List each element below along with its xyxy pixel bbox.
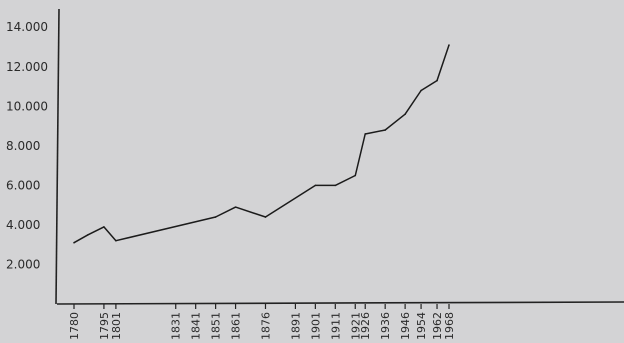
data-point <box>264 216 267 218</box>
y-axis: 2.000 4.000 6.000 8.000 10.000 12.000 14.000 <box>6 8 60 305</box>
x-tick-label: 1891 <box>289 312 302 340</box>
data-point <box>436 79 438 82</box>
y-tick-label: 10.000 <box>6 99 48 113</box>
data-point <box>115 239 117 242</box>
y-tick-label: 14.000 <box>6 20 48 34</box>
data-point <box>384 129 386 131</box>
data-point <box>420 89 422 92</box>
x-tick-label: 1780 <box>68 312 81 340</box>
data-point <box>214 216 217 218</box>
x-tick-label: 1795 <box>98 312 111 340</box>
x-tick-label: 1962 <box>431 312 444 340</box>
x-tick-label: 1954 <box>415 312 428 340</box>
x-tick-label: 1876 <box>259 312 272 340</box>
data-point <box>234 206 237 208</box>
series-group <box>73 44 450 244</box>
x-tick-label: 1861 <box>230 312 243 340</box>
y-tick-label: 2.000 <box>6 257 40 271</box>
x-tick-label: 1968 <box>443 312 456 340</box>
data-point <box>87 234 89 236</box>
x-tick-label: 1901 <box>309 312 322 340</box>
data-point <box>404 113 406 116</box>
data-point <box>73 241 75 244</box>
y-tick-label: 4.000 <box>6 218 40 232</box>
y-tick-label: 6.000 <box>6 178 40 192</box>
x-tick-label: 1936 <box>379 312 392 340</box>
y-tick-label: 8.000 <box>6 139 40 153</box>
data-point <box>314 184 317 187</box>
data-point <box>364 133 367 135</box>
x-axis-line <box>56 301 624 305</box>
y-axis-line <box>55 8 60 305</box>
x-tick-label: 1921 <box>349 312 362 340</box>
data-point <box>334 184 337 187</box>
x-tick-label: 1926 <box>359 312 372 340</box>
x-tick-label: 1851 <box>210 312 223 340</box>
data-point <box>448 44 450 46</box>
x-tick-label: 1911 <box>329 312 342 340</box>
y-tick-label: 12.000 <box>6 60 48 74</box>
x-tick-label: 1831 <box>170 312 183 340</box>
data-point <box>103 226 105 228</box>
x-tick-label: 1841 <box>190 312 203 340</box>
x-tick-label: 1946 <box>399 312 412 340</box>
series-line <box>73 44 450 244</box>
data-point <box>354 174 357 177</box>
x-tick-label: 1801 <box>110 312 123 340</box>
